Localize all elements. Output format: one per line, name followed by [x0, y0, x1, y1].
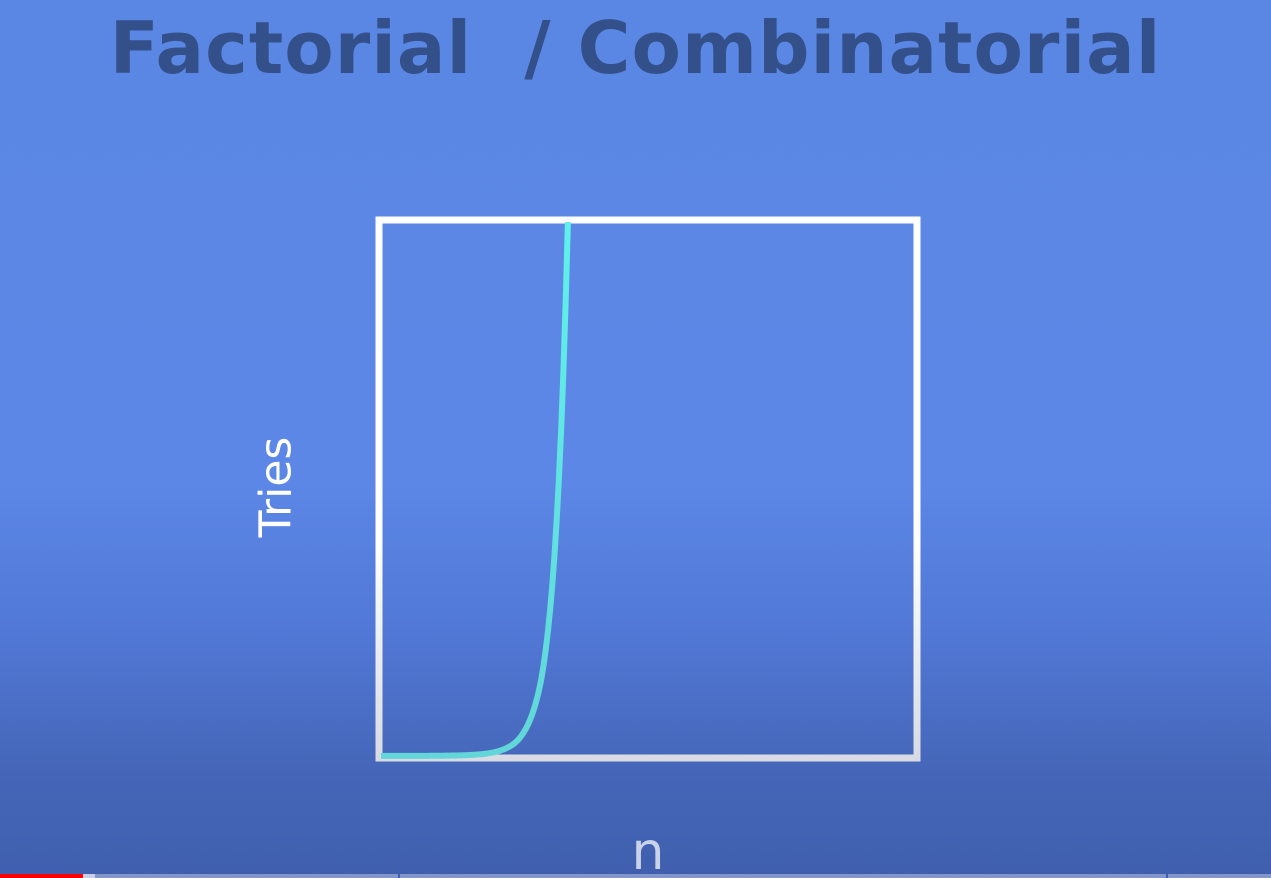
y-axis-label: Tries	[250, 436, 302, 538]
x-axis-label: n	[631, 822, 665, 878]
progress-played	[0, 874, 83, 878]
plot-frame	[375, 216, 921, 762]
series-layer	[380, 221, 571, 759]
chart-title: Factorial / Combinatorial	[109, 6, 1162, 90]
chapter-marker	[397, 874, 400, 878]
series-line-0	[380, 221, 571, 759]
chapter-marker	[1165, 874, 1168, 878]
video-progress-bar[interactable]	[0, 874, 1271, 878]
